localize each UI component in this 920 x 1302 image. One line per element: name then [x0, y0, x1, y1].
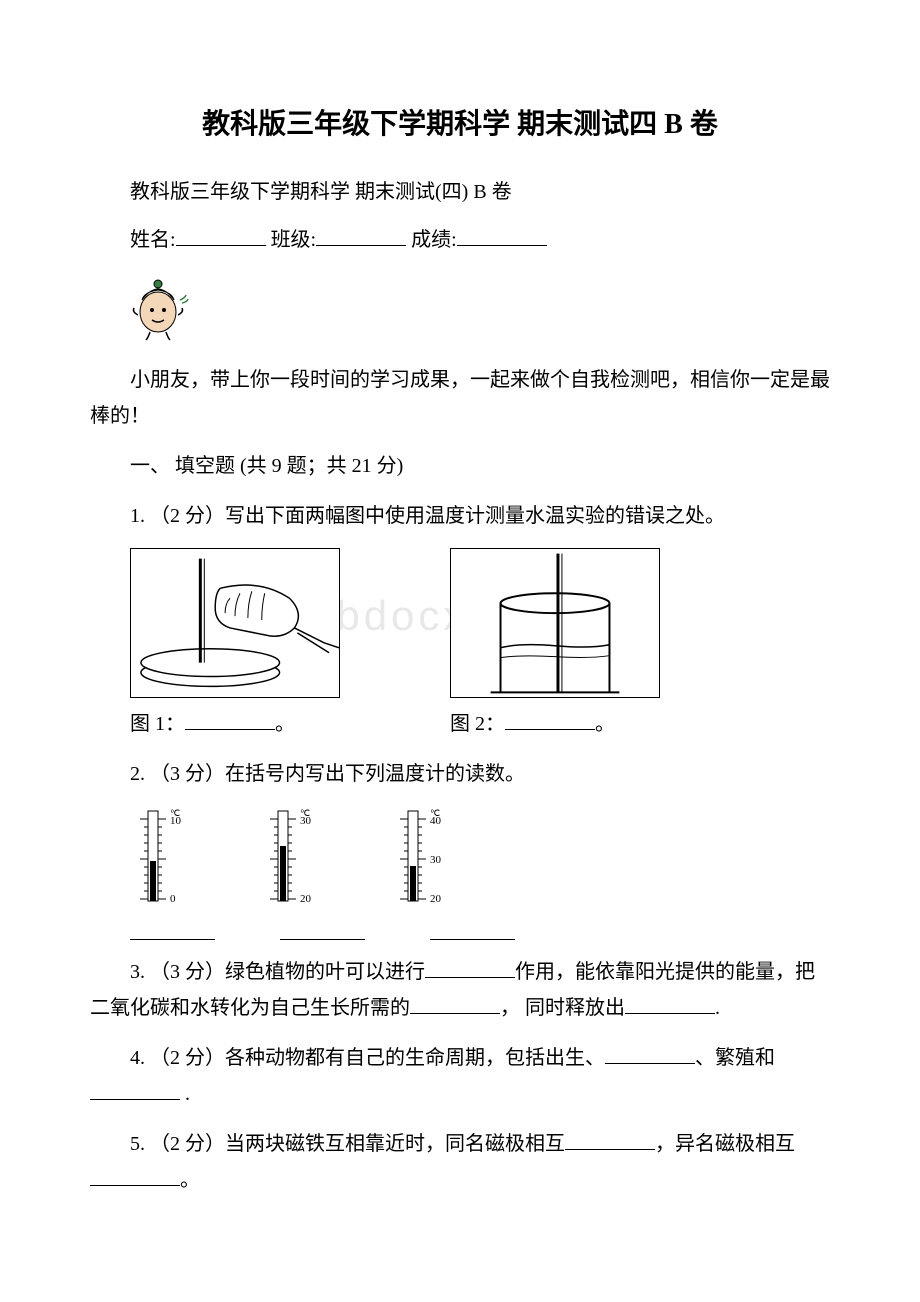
- thermometer-2: 30 ℃ 20: [260, 806, 340, 906]
- thermometer-row: 10 ℃ 0 30 ℃ 20: [90, 806, 830, 906]
- question-5: 5. （2 分）当两块磁铁互相靠近时，同名磁极相互 ，异名磁极相互。: [90, 1126, 830, 1198]
- q3-blank-3[interactable]: [625, 990, 715, 1014]
- svg-text:℃: ℃: [300, 808, 310, 818]
- q5-mid: ，异名磁极相互: [655, 1133, 795, 1155]
- thermo-blank-3[interactable]: [430, 916, 515, 940]
- fig2-blank[interactable]: [505, 706, 595, 730]
- fig1-label: 图 1：: [130, 713, 185, 735]
- svg-text:20: 20: [430, 893, 442, 905]
- q3-blank-2[interactable]: [410, 990, 500, 1014]
- q4-mid: 、繁殖和: [695, 1047, 775, 1069]
- q4-blank-1[interactable]: [605, 1040, 695, 1064]
- question-2-text: 2. （3 分）在括号内写出下列温度计的读数。: [90, 756, 830, 792]
- q4-blank-2[interactable]: [90, 1076, 180, 1100]
- question-4: 4. （2 分）各种动物都有自己的生命周期，包括出生、 、繁殖和 .: [90, 1040, 830, 1112]
- name-label: 姓名:: [130, 229, 176, 251]
- thermometer-3: 40 ℃ 30 20: [390, 806, 470, 906]
- class-blank[interactable]: [316, 222, 406, 246]
- question-1-text: 1. （2 分）写出下面两幅图中使用温度计测量水温实验的错误之处。: [90, 498, 830, 534]
- q4-pre: 4. （2 分）各种动物都有自己的生命周期，包括出生、: [130, 1047, 605, 1069]
- subtitle: 教科版三年级下学期科学 期末测试(四) B 卷: [90, 174, 830, 210]
- svg-text:20: 20: [300, 893, 312, 905]
- name-blank[interactable]: [176, 222, 266, 246]
- q3-end: .: [715, 997, 720, 1019]
- fig1-blank[interactable]: [185, 706, 275, 730]
- fig2-label: 图 2：: [450, 713, 505, 735]
- thermo-blank-1[interactable]: [130, 916, 215, 940]
- q3-pre: 3. （3 分）绿色植物的叶可以进行: [130, 961, 425, 983]
- q5-blank-1[interactable]: [565, 1126, 655, 1150]
- thermometer-blanks: [90, 916, 830, 940]
- figure-row: [90, 548, 830, 698]
- q3-blank-1[interactable]: [425, 954, 515, 978]
- fig2-period: 。: [595, 713, 615, 735]
- score-blank[interactable]: [457, 222, 547, 246]
- q4-end: .: [180, 1083, 190, 1105]
- cartoon-image: [90, 270, 830, 354]
- q5-end: 。: [180, 1169, 200, 1191]
- thermo-blank-2[interactable]: [280, 916, 365, 940]
- section-1-header: 一、 填空题 (共 9 题；共 21 分): [90, 448, 830, 484]
- svg-text:30: 30: [430, 854, 442, 866]
- student-info-line: 姓名: 班级: 成绩:: [90, 222, 830, 258]
- figure-1: [130, 548, 340, 698]
- figure-2: [450, 548, 660, 698]
- question-3: 3. （3 分）绿色植物的叶可以进行作用，能依靠阳光提供的能量，把二氧化碳和水转…: [90, 954, 830, 1026]
- svg-text:0: 0: [170, 893, 176, 905]
- q5-blank-2[interactable]: [90, 1162, 180, 1186]
- q5-pre: 5. （2 分）当两块磁铁互相靠近时，同名磁极相互: [130, 1133, 565, 1155]
- svg-text:℃: ℃: [170, 808, 180, 818]
- class-label: 班级:: [271, 229, 317, 251]
- q3-mid2: ， 同时释放出: [500, 997, 625, 1019]
- intro-text: 小朋友，带上你一段时间的学习成果，一起来做个自我检测吧，相信你一定是最棒的！: [90, 362, 830, 434]
- figure-labels: 图 1： 。 图 2： 。: [90, 706, 830, 742]
- fig1-period: 。: [275, 713, 295, 735]
- page-title: 教科版三年级下学期科学 期末测试四 B 卷: [90, 100, 830, 150]
- thermometer-1: 10 ℃ 0: [130, 806, 210, 906]
- svg-text:℃: ℃: [430, 808, 440, 818]
- score-label: 成绩:: [411, 229, 457, 251]
